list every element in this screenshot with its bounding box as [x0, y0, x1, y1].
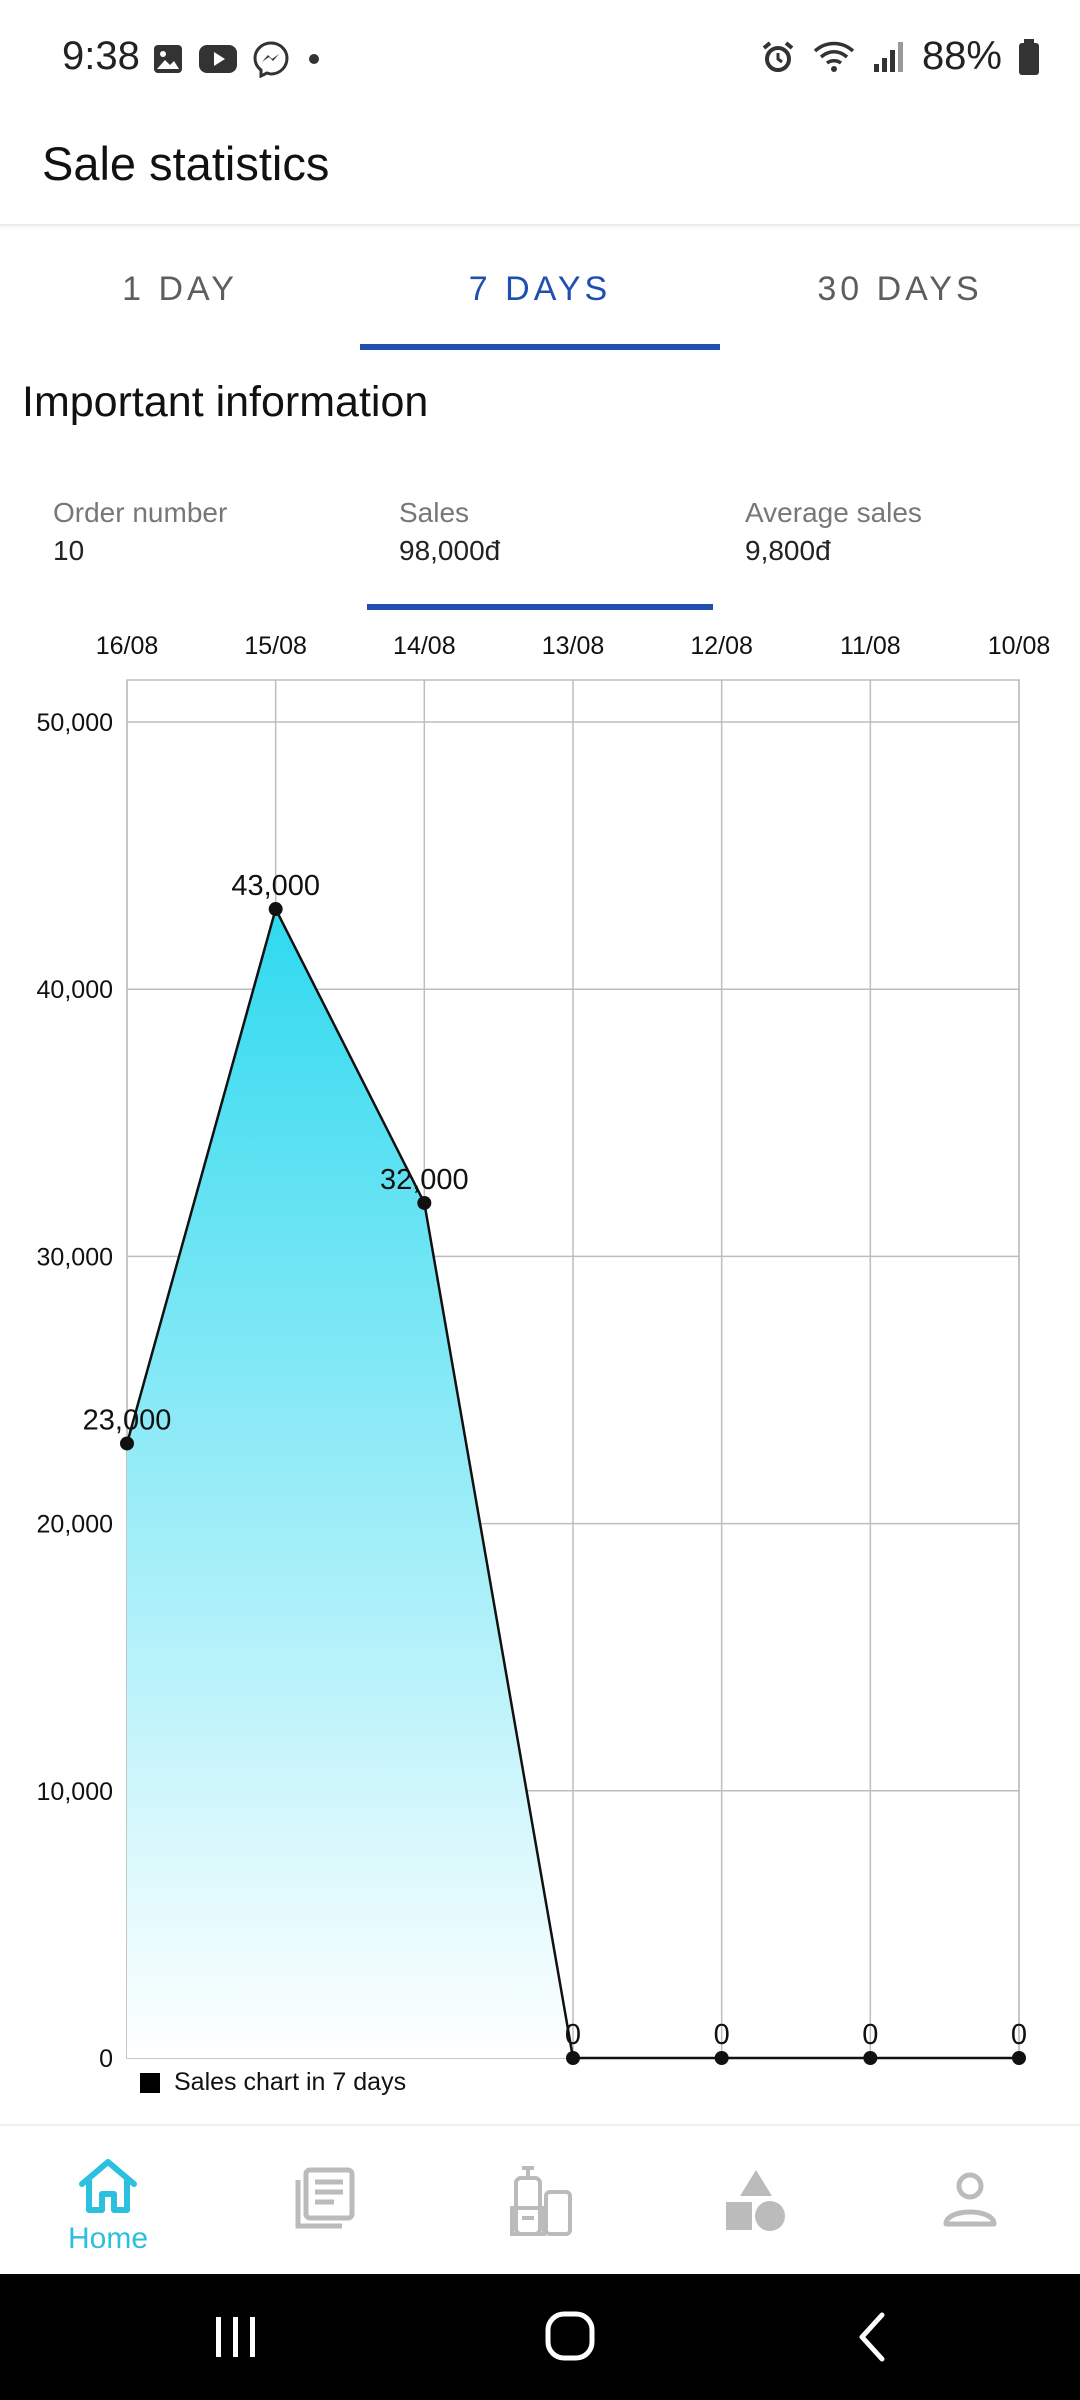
x-tick-label: 11/08 — [840, 632, 901, 660]
data-label: 0 — [714, 2019, 730, 2051]
wifi-icon — [813, 41, 855, 72]
status-time: 9:38 — [62, 34, 140, 78]
y-tick-label: 10,000 — [37, 1778, 113, 1806]
y-tick-label: 20,000 — [37, 1511, 113, 1539]
sales-area — [127, 909, 1019, 2058]
sales-chart: 16/08 15/08 14/08 13/08 12/08 11/08 10/08 0 10,0… — [0, 610, 1080, 2110]
data-point — [863, 2051, 878, 2065]
signal-icon — [873, 41, 903, 72]
system-navigation-bar — [0, 2274, 1080, 2400]
tab-1-day[interactable]: 1 DAY — [0, 228, 360, 350]
data-label: 0 — [1011, 2019, 1027, 2051]
gallery-icon — [154, 45, 182, 73]
products-icon — [510, 2166, 572, 2236]
notification-icons — [152, 40, 324, 78]
tab-label: 1 DAY — [122, 270, 238, 308]
data-label: 43,000 — [231, 870, 320, 902]
y-tick-label: 40,000 — [37, 976, 113, 1004]
alarm-icon — [762, 40, 794, 72]
info-value: 9,800đ — [745, 535, 831, 566]
data-point — [566, 2051, 580, 2065]
x-tick-label: 14/08 — [393, 632, 456, 660]
legend-swatch — [140, 2072, 160, 2093]
section-title: Important information — [22, 378, 429, 426]
y-tick-label: 30,000 — [37, 1243, 113, 1271]
bottom-navigation: Home — [0, 2124, 1080, 2274]
x-tick-label: 12/08 — [690, 632, 753, 660]
info-tab-sales[interactable]: Sales 98,000đ — [399, 475, 745, 610]
nav-home[interactable]: Home — [0, 2126, 216, 2276]
sales-chart-svg: 16/08 15/08 14/08 13/08 12/08 11/08 10/08 0 10,0… — [37, 632, 1051, 2070]
y-tick-label: 50,000 — [37, 709, 113, 737]
data-point — [120, 1436, 134, 1451]
period-tabs: 1 DAY 7 DAYS 30 DAYS — [0, 228, 1080, 350]
nav-profile[interactable] — [864, 2126, 1080, 2276]
data-point — [417, 1195, 432, 1210]
system-status: 88% — [760, 34, 1040, 79]
app-header: Sale statistics — [0, 120, 1080, 226]
home-button-icon — [545, 2311, 595, 2361]
page-title: Sale statistics — [42, 137, 330, 190]
x-tick-label: 10/08 — [988, 632, 1051, 660]
x-tick-label: 15/08 — [244, 632, 307, 660]
tab-label: 7 DAYS — [468, 270, 612, 308]
nav-categories[interactable] — [648, 2126, 864, 2276]
info-tabs: Order number 10 Sales 98,000đ Average sa… — [0, 475, 1080, 610]
back-button[interactable] — [772, 2274, 972, 2400]
youtube-icon — [199, 45, 237, 73]
legend-label: Sales chart in 7 days — [174, 2068, 407, 2096]
x-tick-label: 16/08 — [96, 632, 159, 660]
status-bar: 9:38 — [0, 0, 1080, 120]
info-label: Average sales — [745, 497, 922, 528]
home-icon — [79, 2159, 137, 2213]
system-home-button[interactable] — [468, 2274, 668, 2400]
dot-icon — [309, 54, 319, 64]
data-label: 23,000 — [83, 1404, 172, 1436]
info-value: 10 — [53, 535, 85, 566]
orders-icon — [295, 2167, 355, 2229]
battery-percentage: 88% — [921, 34, 1002, 78]
info-label: Order number — [53, 497, 228, 528]
info-tab-average-sales[interactable]: Average sales 9,800đ — [745, 475, 1080, 610]
recent-apps-button[interactable] — [136, 2274, 336, 2400]
battery-icon — [1019, 38, 1039, 75]
messenger-icon — [253, 41, 289, 78]
info-value: 98,000đ — [399, 535, 501, 566]
data-label: 0 — [565, 2019, 581, 2051]
tab-30-days[interactable]: 30 DAYS — [720, 228, 1080, 350]
tab-7-days[interactable]: 7 DAYS — [360, 228, 720, 350]
nav-orders[interactable] — [216, 2126, 432, 2276]
data-point — [268, 902, 283, 917]
x-tick-label: 13/08 — [542, 632, 605, 660]
info-tab-order-number[interactable]: Order number 10 — [53, 475, 399, 610]
profile-icon — [943, 2172, 997, 2227]
data-label: 0 — [862, 2019, 878, 2051]
tab-label: 30 DAYS — [817, 270, 983, 308]
data-label: 32,000 — [380, 1164, 469, 1196]
back-icon — [859, 2312, 885, 2362]
nav-home-label: Home — [67, 2222, 149, 2255]
recent-apps-icon — [216, 2317, 255, 2357]
active-tab-indicator — [360, 344, 720, 350]
data-point — [714, 2051, 729, 2065]
y-tick-label: 0 — [99, 2045, 113, 2070]
info-label: Sales — [399, 497, 470, 528]
nav-products[interactable] — [432, 2126, 648, 2276]
active-info-indicator — [367, 604, 713, 610]
categories-icon — [726, 2170, 785, 2231]
chart-legend: Sales chart in 7 days — [140, 2068, 406, 2097]
data-point — [1012, 2051, 1026, 2065]
